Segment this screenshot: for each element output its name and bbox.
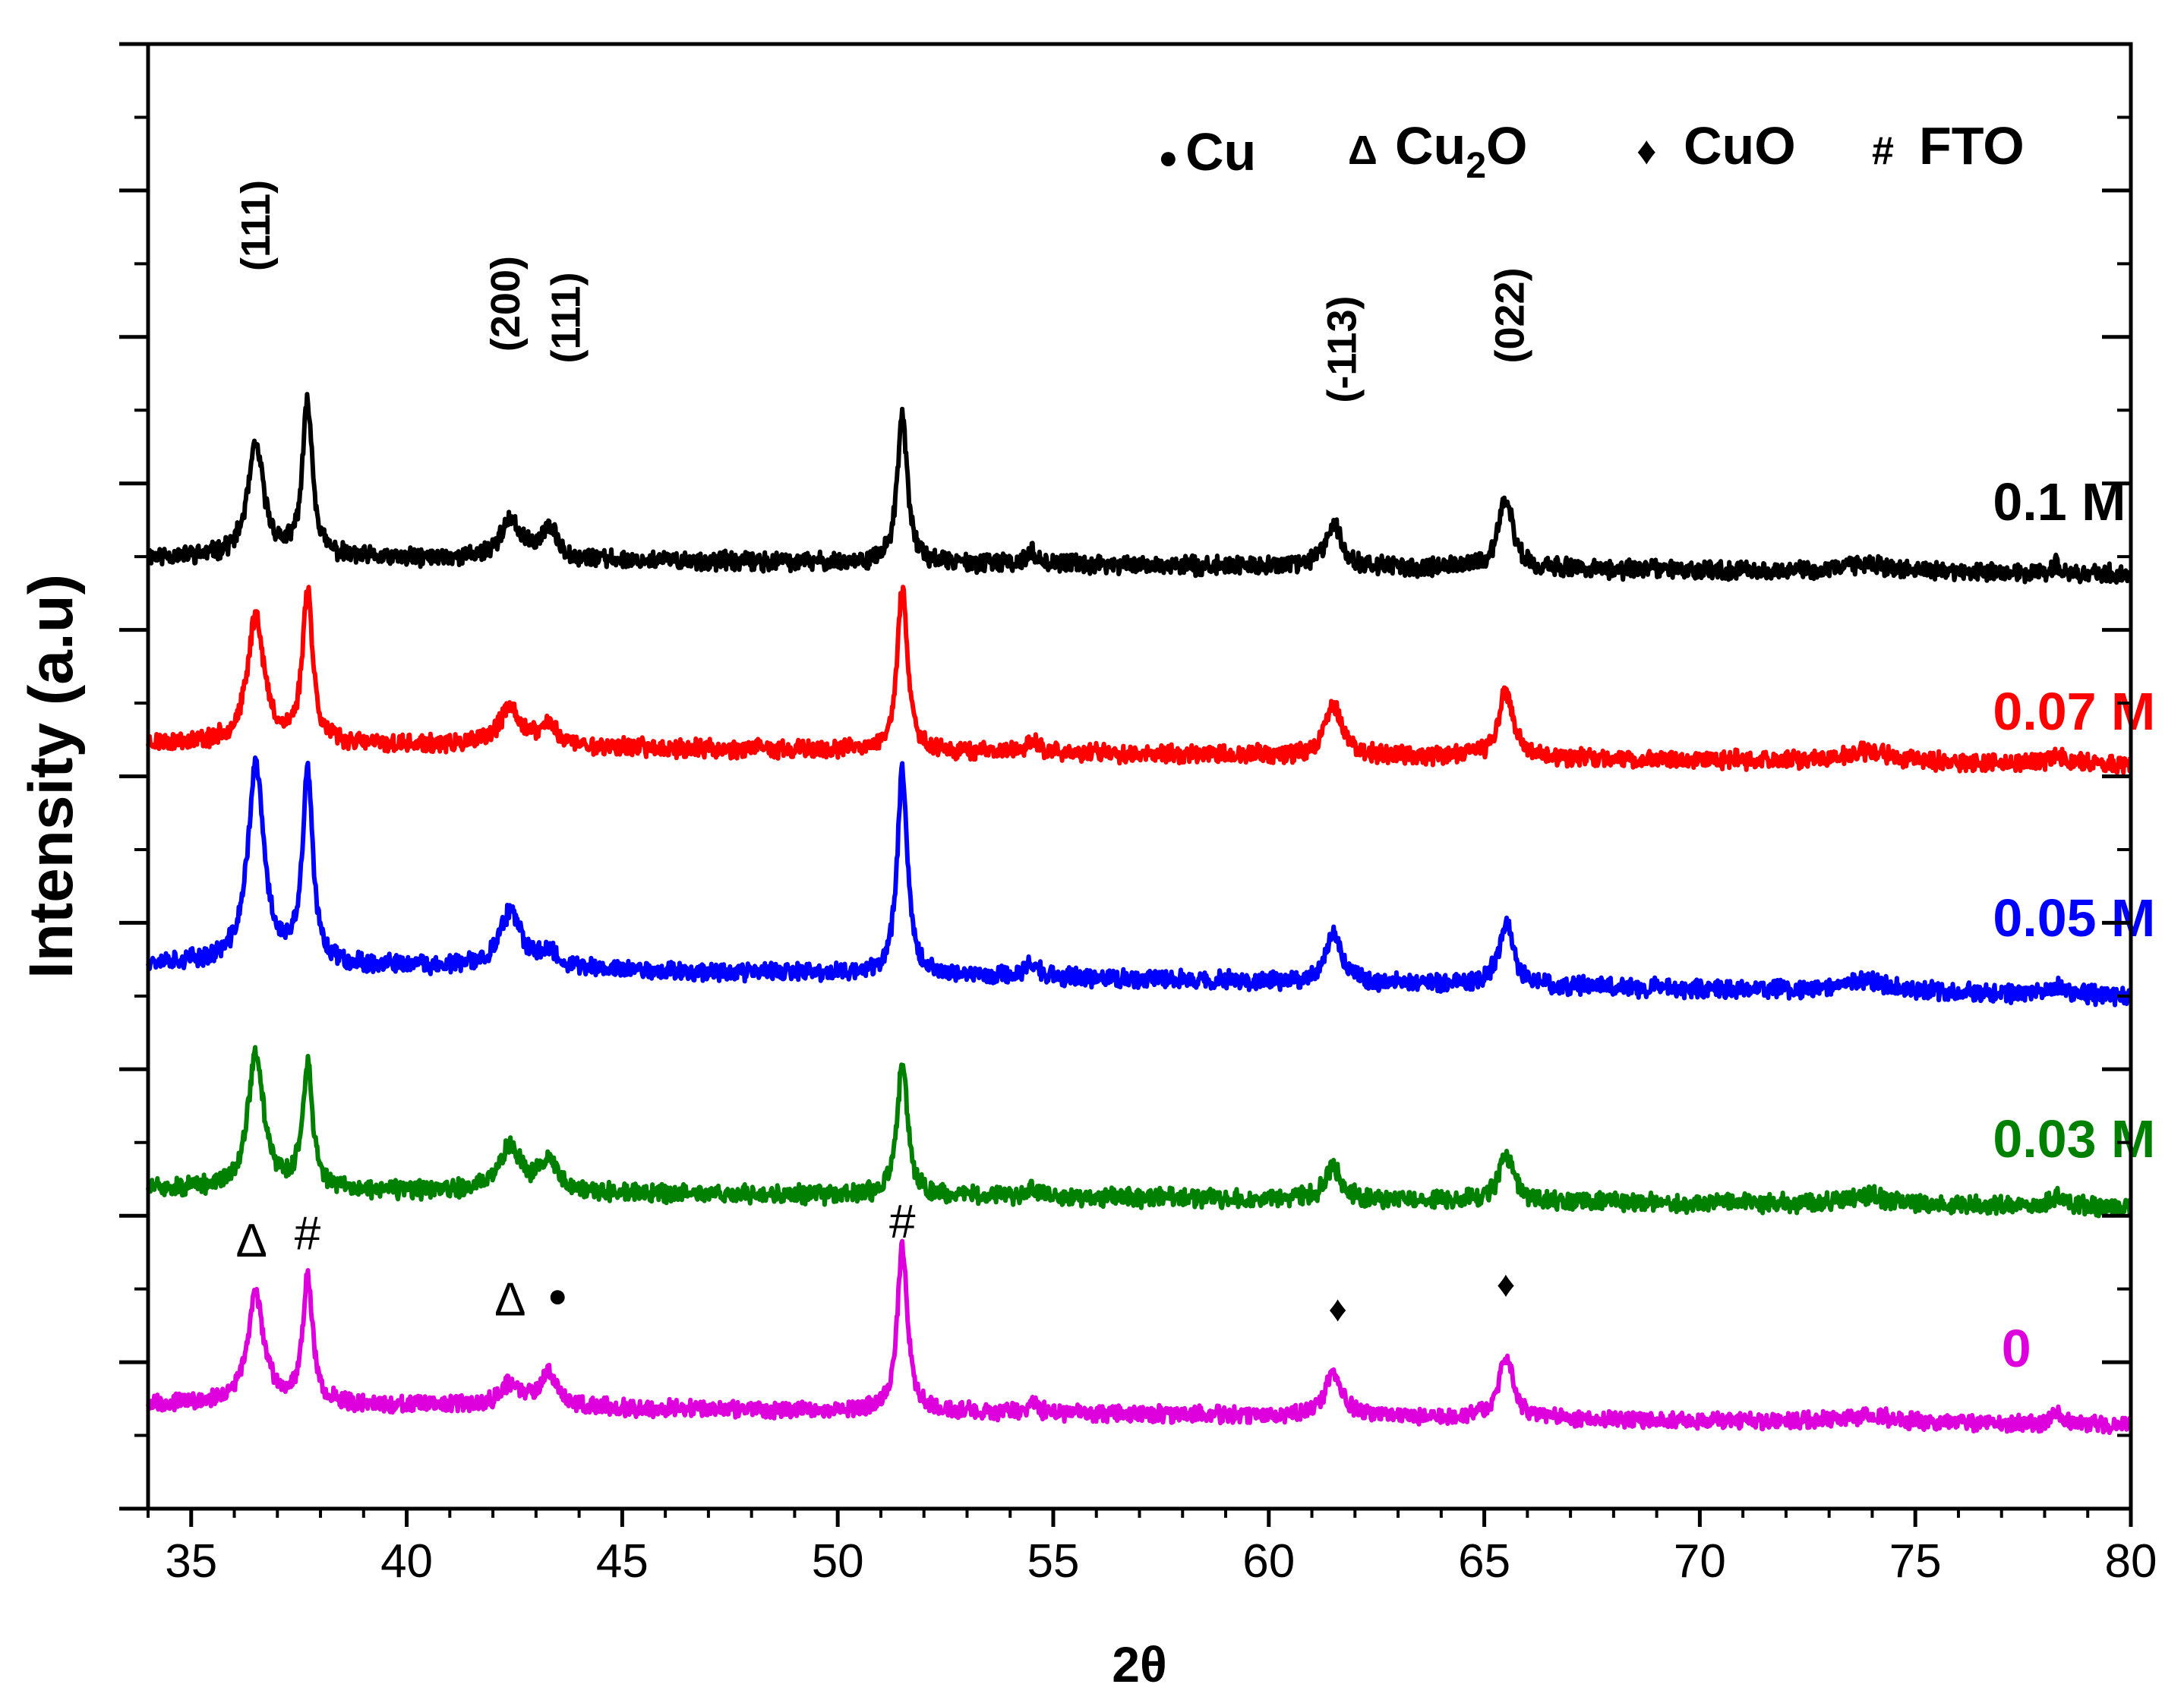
x-tick-label: 60 bbox=[1242, 1535, 1295, 1588]
series-label: 0.03 M bbox=[1993, 1109, 2155, 1169]
peak-hkl-label: (111) bbox=[233, 180, 279, 271]
legend-symbol: ♦ bbox=[1636, 129, 1657, 173]
x-axis-label: 2θ bbox=[1112, 1636, 1166, 1692]
x-tick-label: 40 bbox=[380, 1535, 433, 1588]
series-line-0-07-M bbox=[146, 585, 2133, 775]
peak-phase-marker: ● bbox=[548, 1277, 568, 1314]
y-axis-label: Intensity (a.u) bbox=[17, 574, 86, 979]
series-label: 0.05 M bbox=[1993, 888, 2155, 948]
legend-entry: # FTO bbox=[1872, 116, 2025, 175]
legend-label: CuO bbox=[1684, 116, 1796, 175]
series-line-0-1-M bbox=[146, 392, 2133, 585]
peak-phase-marker: # bbox=[889, 1196, 916, 1248]
peak-hkl-label: (-113) bbox=[1319, 296, 1365, 403]
x-tick-label: 35 bbox=[165, 1535, 217, 1588]
series-line-0-05-M bbox=[146, 755, 2133, 1008]
peak-hkl-label: (022) bbox=[1488, 267, 1533, 363]
x-tick-label: 65 bbox=[1458, 1535, 1510, 1588]
legend-label: Cu2O bbox=[1395, 116, 1527, 186]
x-tick-label: 55 bbox=[1027, 1535, 1079, 1588]
peak-phase-marker: ♦ bbox=[1328, 1289, 1347, 1329]
peak-phase-marker: # bbox=[295, 1208, 321, 1260]
peak-phase-marker: Δ bbox=[494, 1273, 525, 1326]
peak-hkl-label: (200) bbox=[483, 256, 529, 352]
x-tick-label: 80 bbox=[2105, 1535, 2157, 1588]
legend-entry: Δ Cu2O bbox=[1348, 116, 1527, 186]
series-group: 0.1 M 0.07 M 0.05 M 0.03 M 0 bbox=[146, 392, 2155, 1435]
plot-frame bbox=[146, 42, 2133, 1511]
legend-entry: ♦ CuO bbox=[1636, 116, 1796, 175]
legend-entry: ● Cu bbox=[1158, 122, 1256, 181]
legend-symbol: # bbox=[1872, 129, 1894, 173]
x-tick-label: 45 bbox=[596, 1535, 649, 1588]
series-line-0-03-M bbox=[146, 1045, 2133, 1219]
x-tick-label: 70 bbox=[1674, 1535, 1726, 1588]
annotation-group: (111) (200) (111) (-113) (022) Δ # Δ ● # ♦ ♦ bbox=[233, 180, 1533, 1329]
legend-label: FTO bbox=[1919, 116, 2025, 175]
series-label: 0 bbox=[2002, 1319, 2031, 1378]
axes-group: 35 40 45 50 55 60 65 70 75 80 bbox=[119, 42, 2157, 1588]
x-tick-label: 50 bbox=[812, 1535, 864, 1588]
series-label: 0.1 M bbox=[1993, 472, 2126, 531]
series-label: 0.07 M bbox=[1993, 682, 2155, 741]
x-tick-label: 75 bbox=[1889, 1535, 1942, 1588]
peak-phase-marker: Δ bbox=[235, 1215, 267, 1267]
legend-symbol: Δ bbox=[1348, 128, 1378, 173]
peak-phase-marker: ♦ bbox=[1497, 1264, 1516, 1304]
legend-symbol: ● bbox=[1158, 139, 1179, 176]
legend: ● Cu Δ Cu2O ♦ CuO # FTO bbox=[1158, 116, 2025, 186]
legend-label: Cu bbox=[1185, 122, 1256, 181]
peak-hkl-label: (111) bbox=[544, 272, 589, 363]
series-line-0 bbox=[146, 1238, 2133, 1435]
